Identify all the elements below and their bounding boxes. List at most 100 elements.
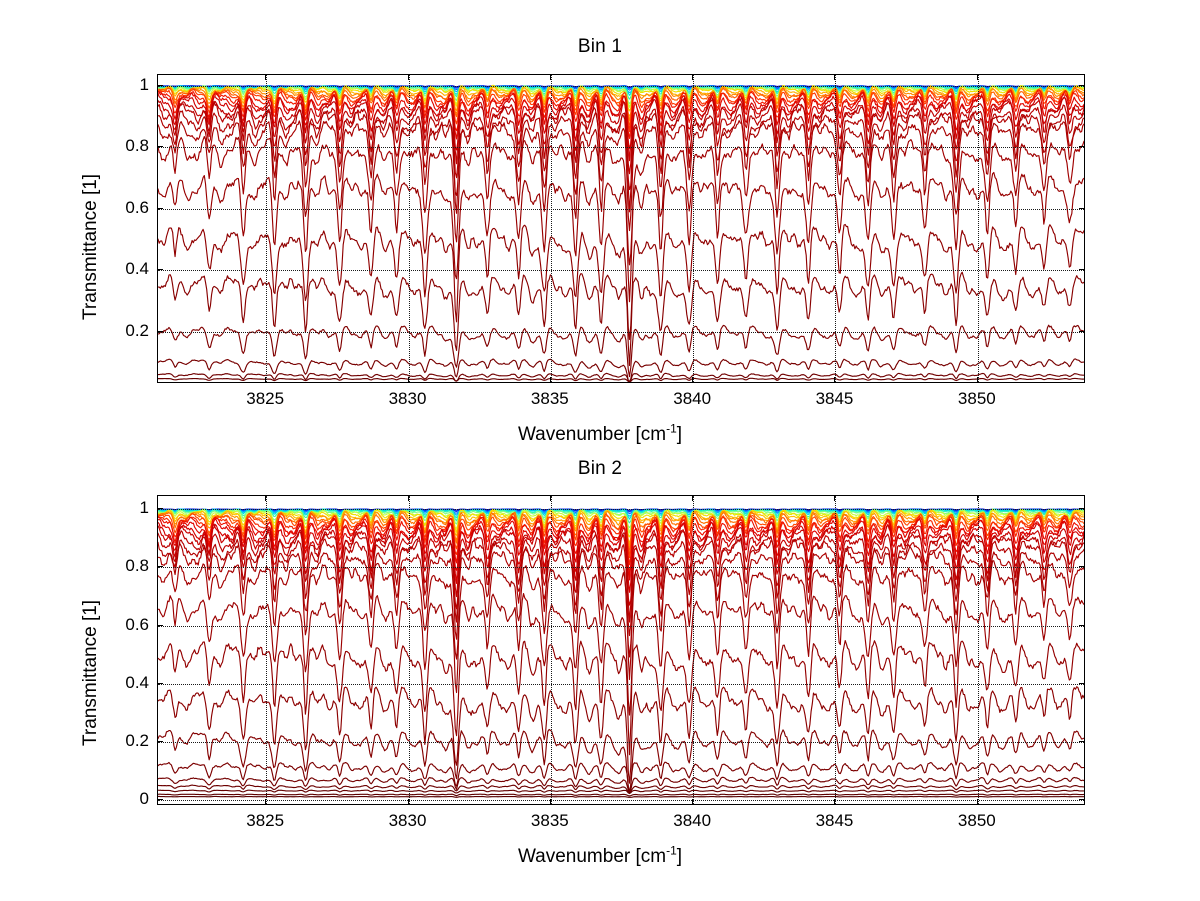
x-axis-label-tail: ] [676,846,683,867]
y-axis-tick [157,84,163,86]
y-axis-tick-label: 0.4 [125,672,149,692]
x-axis-tick [549,377,551,383]
x-axis-label-tail: ] [676,424,683,445]
x-axis-tick [407,377,409,383]
x-axis-tick [976,495,978,501]
spectrum-curve [158,520,1084,593]
spectrum-curve [158,639,1084,756]
spectrum-curve [158,776,1084,793]
spectra-plot-bin-2 [158,508,1084,798]
x-axis-tick-label: 3850 [957,811,996,830]
spectrum-curve [158,89,1084,139]
y-axis-tick-label: 0.2 [125,320,149,340]
x-axis-label-text: Wavenumber [cm [517,846,667,867]
y-axis-tick-label: 0.6 [125,614,149,634]
y-axis-tick [157,207,163,209]
panel-title-bin-1: Bin 1 [577,36,623,57]
x-axis-tick [976,799,978,805]
x-axis-tick [692,495,694,501]
subplot-bin-2: Bin 2 3825 3830 3835 3840 3845 3850 1 0.8 0.6 0.4… [0,446,1200,901]
x-axis-tick [549,74,551,80]
y-axis-tick-label: 1 [139,74,149,94]
y-axis-tick [1079,682,1085,684]
x-axis-label-text: Wavenumber [cm [517,424,667,445]
x-axis-tick [976,74,978,80]
y-axis-tick [1079,269,1085,271]
y-axis-tick [1079,624,1085,626]
y-axis-tick [157,682,163,684]
spectrum-curve [158,728,1084,794]
panel-title-bin-2: Bin 2 [577,458,623,479]
x-axis-tick [265,377,267,383]
x-axis-tick [549,799,551,805]
y-axis-tick [1079,146,1085,148]
y-axis-tick [157,508,163,510]
spectrum-curve [158,120,1084,232]
spectrum-curve [158,543,1084,658]
y-axis-tick-label: 0.2 [125,730,149,750]
spectrum-curve [158,789,1084,795]
y-axis-tick [1079,799,1085,801]
x-axis-tick [834,377,836,383]
spectrum-curve [158,87,1084,133]
axes-bin-2 [157,495,1085,805]
y-axis-tick [157,740,163,742]
x-axis-tick [834,74,836,80]
y-axis-tick [157,566,163,568]
x-axis-label-bin-1: Wavenumber [cm-1] [0,421,1200,446]
spectrum-curve [158,761,1084,793]
x-axis-tick [265,495,267,501]
spectrum-curve [158,93,1084,162]
spectrum-curve [158,136,1084,266]
y-axis-tick [157,146,163,148]
y-axis-tick [1079,566,1085,568]
spectrum-curve [158,592,1084,716]
spectrum-curve [158,271,1084,367]
x-axis-tick-label: 3830 [388,811,427,830]
x-axis-tick [407,495,409,501]
x-axis-tick-label: 3840 [673,389,712,408]
y-axis-tick [157,330,163,332]
subplot-bin-1: Bin 1 3825 3830 3835 3840 3845 3850 1 0.8 0.6 0.4… [0,36,1200,446]
x-axis-tick-label: 3835 [530,389,569,408]
y-axis-tick [157,799,163,801]
spectrum-curve [158,793,1084,797]
x-axis-tick [407,74,409,80]
x-axis-tick [549,495,551,501]
x-axis-tick [976,377,978,383]
y-axis-tick [157,624,163,626]
y-axis-tick-label: 0.6 [125,197,149,217]
y-axis-tick-label: 0 [139,789,149,809]
x-axis-label-exponent: -1 [666,421,677,436]
y-axis-tick-label: 1 [139,498,149,518]
spectrum-curve [158,686,1084,784]
spectra-plot-bin-1 [158,84,1084,382]
x-axis-tick-label: 3850 [957,389,996,408]
spectrum-curve [158,784,1084,794]
spectrum-curve [158,358,1084,382]
x-axis-tick-label: 3845 [815,389,854,408]
spectrum-curve [158,537,1084,637]
spectrum-curve [158,171,1084,303]
x-axis-label-exponent: -1 [666,843,677,858]
x-axis-tick-label: 3845 [815,811,854,830]
spectrum-curve [158,223,1084,341]
spectrum-curve [158,96,1084,175]
y-axis-tick-label: 0.8 [125,136,149,156]
y-axis-tick [1079,207,1085,209]
x-axis-label-bin-2: Wavenumber [cm-1] [0,843,1200,868]
x-axis-tick [692,377,694,383]
x-axis-tick [692,799,694,805]
y-axis-tick [1079,330,1085,332]
spectrum-curve [158,512,1084,559]
x-axis-tick [834,495,836,501]
x-axis-tick [834,799,836,805]
y-axis-label-bin-1: Transmittance [1] [80,173,101,320]
spectrum-curve [158,372,1084,382]
x-axis-tick-label: 3830 [388,389,427,408]
x-axis-tick-label: 3825 [246,389,285,408]
spectrum-curve [158,109,1084,213]
y-axis-tick [1079,84,1085,86]
y-axis-tick [157,269,163,271]
